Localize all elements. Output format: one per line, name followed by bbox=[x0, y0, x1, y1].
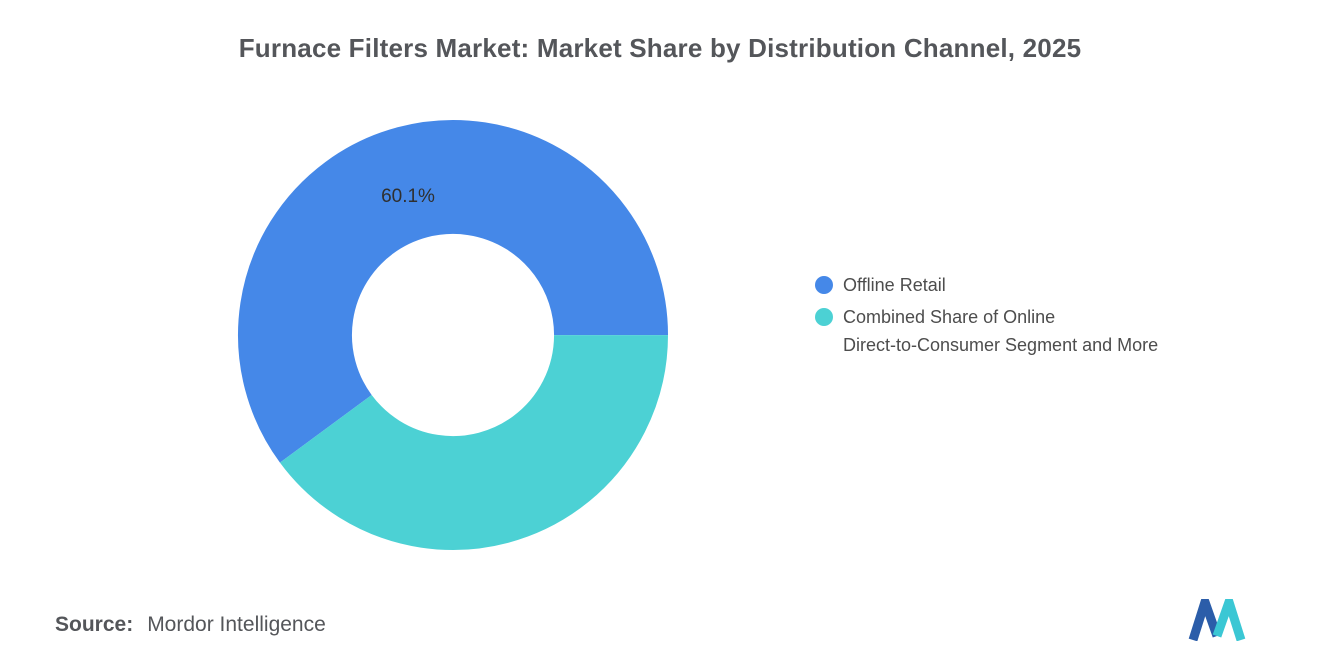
chart-title: Furnace Filters Market: Market Share by … bbox=[238, 33, 1082, 63]
source-label: Source: bbox=[55, 613, 134, 636]
logo-left-chevron bbox=[1188, 599, 1222, 641]
logo-right-chevron bbox=[1212, 599, 1246, 641]
donut-slice[interactable] bbox=[233, 115, 673, 555]
slice-data-label: 60.1% bbox=[381, 186, 435, 207]
legend-label-offline-retail: Offline Retail bbox=[843, 275, 946, 295]
legend-marker-offline-retail bbox=[815, 276, 833, 294]
source-value: Mordor Intelligence bbox=[147, 613, 326, 636]
legend-marker-online-dtc bbox=[815, 308, 833, 326]
mordor-intelligence-logo bbox=[1188, 599, 1246, 641]
legend-item-offline-retail[interactable]: Offline Retail bbox=[815, 271, 1158, 299]
legend-label-online-dtc-line1: Combined Share of Online bbox=[843, 307, 1056, 327]
legend-label-online-dtc-line2: Direct-to-Consumer Segment and More bbox=[843, 335, 1159, 355]
source-line: Source: Mordor Intelligence bbox=[55, 613, 326, 637]
donut-chart-area: 60.1% bbox=[233, 115, 673, 555]
legend-item-online-dtc[interactable]: Combined Share of Online Direct-to-Consu… bbox=[815, 303, 1158, 359]
donut-chart[interactable] bbox=[233, 115, 673, 555]
legend: Offline Retail Combined Share of Online … bbox=[815, 271, 1158, 363]
